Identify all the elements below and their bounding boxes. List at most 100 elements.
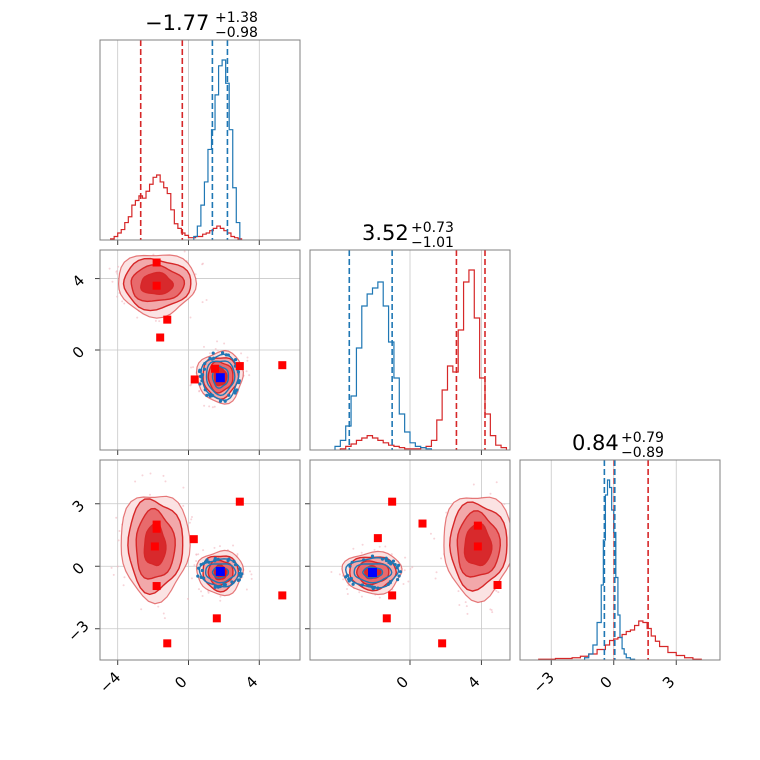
red-marker <box>152 520 161 529</box>
blue-point <box>351 582 355 586</box>
blue-contour <box>205 360 236 397</box>
faint-point <box>411 566 414 569</box>
blue-histogram <box>583 479 636 660</box>
faint-point <box>472 483 475 486</box>
faint-point <box>145 244 147 246</box>
faint-point <box>360 551 363 554</box>
faint-point <box>378 545 381 548</box>
faint-point <box>207 591 210 594</box>
faint-point <box>122 584 125 587</box>
faint-point <box>223 342 226 345</box>
faint-point <box>214 347 217 350</box>
x-tick-label: −3 <box>530 668 558 696</box>
diag-1-hist <box>334 250 508 450</box>
x-tick-label: −4 <box>96 668 124 696</box>
faint-point <box>216 340 219 343</box>
faint-point <box>403 569 406 572</box>
faint-point <box>141 474 144 477</box>
panel-2-2-frame <box>519 459 721 661</box>
x-tick-label: 3 <box>659 673 678 692</box>
blue-point <box>391 559 396 563</box>
faint-point <box>198 390 201 393</box>
x-tick-label: 0 <box>596 673 615 692</box>
blue-marker <box>368 568 377 577</box>
x-tick-label: 0 <box>393 673 412 692</box>
y-tick-label: 4 <box>69 271 88 290</box>
faint-point <box>246 356 249 359</box>
faint-point <box>116 565 119 568</box>
red-histogram <box>538 620 702 660</box>
panel-0-0: −1.77 +1.38 −0.98 <box>145 10 258 41</box>
panel-2-1-density <box>330 481 525 648</box>
faint-point <box>433 537 436 540</box>
blue-point <box>222 582 226 587</box>
faint-point <box>195 553 198 556</box>
faint-point <box>140 608 143 611</box>
faint-point <box>192 366 195 369</box>
blue-point <box>230 580 234 584</box>
title-param-2-minus: −0.89 <box>621 445 664 461</box>
red-marker <box>493 581 502 589</box>
panel-2-1-frame <box>309 459 511 661</box>
faint-point <box>219 599 222 602</box>
faint-point <box>164 480 167 483</box>
faint-point <box>236 553 239 556</box>
faint-point <box>203 404 206 407</box>
faint-point <box>352 547 355 550</box>
faint-point <box>434 577 437 580</box>
red-marker <box>278 591 287 600</box>
title-param-0-minus: −0.98 <box>215 25 258 41</box>
red-marker <box>235 362 244 371</box>
blue-point <box>239 574 243 579</box>
faint-point <box>361 543 364 546</box>
title-param-0-plus: +1.38 <box>215 10 258 26</box>
faint-point <box>330 571 333 574</box>
faint-point <box>195 559 198 562</box>
faint-point <box>378 596 381 599</box>
faint-point <box>202 345 205 348</box>
red-marker <box>189 535 198 544</box>
x-tick-label: 4 <box>242 673 261 692</box>
faint-point <box>163 617 166 620</box>
blue-histogram <box>334 281 433 450</box>
title-param-1-median: 3.52 <box>362 221 409 245</box>
faint-point <box>123 576 126 579</box>
faint-point <box>246 359 249 362</box>
faint-point <box>205 299 208 302</box>
red-marker <box>373 534 382 543</box>
faint-point <box>373 548 376 551</box>
diag-2-hist <box>538 460 702 660</box>
faint-point <box>158 320 161 323</box>
red-marker <box>152 258 161 267</box>
faint-point <box>465 605 468 608</box>
faint-point <box>123 302 126 305</box>
faint-point <box>149 472 152 475</box>
faint-point <box>154 319 157 322</box>
faint-point <box>111 280 114 283</box>
blue-point <box>397 563 401 567</box>
faint-point <box>149 244 151 246</box>
faint-point <box>445 511 448 514</box>
faint-point <box>194 273 197 276</box>
faint-point <box>523 556 525 558</box>
faint-point <box>457 590 460 593</box>
faint-point <box>159 241 161 243</box>
blue-point <box>395 578 400 582</box>
faint-point <box>409 568 412 571</box>
faint-point <box>162 612 165 615</box>
panel-2-0-density <box>110 472 287 648</box>
faint-point <box>346 592 349 595</box>
faint-point <box>117 539 120 542</box>
faint-point <box>193 564 196 567</box>
faint-point <box>190 515 193 518</box>
faint-point <box>188 521 191 524</box>
faint-point <box>200 590 203 593</box>
red-marker <box>211 364 220 373</box>
faint-point <box>136 316 139 319</box>
faint-point <box>440 557 443 560</box>
faint-point <box>116 295 119 298</box>
faint-point <box>429 532 432 535</box>
faint-point <box>213 546 216 549</box>
red-marker <box>473 542 482 551</box>
